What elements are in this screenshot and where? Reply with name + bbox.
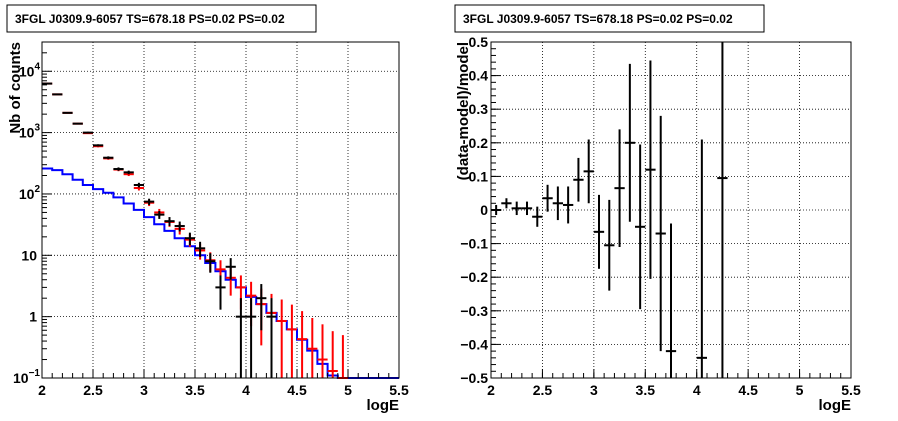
y-tick-label: −0.4 [460, 336, 488, 352]
x-tick-label: 5 [796, 382, 804, 398]
x-tick-label: 3 [590, 382, 598, 398]
x-tick-label: 2 [38, 382, 46, 398]
x-tick-label: 3.5 [636, 382, 656, 398]
grid [491, 42, 851, 378]
residual-panel: 3FGL J0309.9-6057 TS=678.18 PS=0.02 PS=0… [454, 4, 861, 414]
y-tick-label: −0.2 [460, 269, 488, 285]
ticks [41, 52, 400, 379]
plot-area [42, 82, 399, 379]
y-tick-label: 0.5 [469, 34, 489, 50]
x-tick-label: 4.5 [287, 382, 307, 398]
plot-area [491, 42, 728, 378]
data-points [42, 82, 277, 378]
x-tick-label: 2 [487, 382, 495, 398]
y-tick-label: −0.3 [460, 303, 488, 319]
y-tick-label: 0.2 [469, 135, 489, 151]
y-tick-label: −0.5 [460, 370, 488, 386]
y-tick-label: −0.1 [460, 236, 488, 252]
y-tick-label: 0 [480, 202, 488, 218]
model-histogram [42, 167, 399, 379]
y-tick-label: 0.4 [469, 68, 489, 84]
ticks [490, 41, 852, 379]
y-tick-label: 10−1 [13, 368, 40, 386]
x-axis-label: logE [819, 397, 852, 414]
x-tick-label: 2.5 [83, 382, 103, 398]
y-tick-label: 10 [21, 247, 37, 263]
x-tick-label: 2.5 [533, 382, 553, 398]
x-tick-label: 4 [242, 382, 250, 398]
x-tick-label: 3 [140, 382, 148, 398]
x-tick-labels: 2 2.5 3 3.5 4 4.5 5 5.5 [38, 382, 409, 398]
plot-title: 3FGL J0309.9-6057 TS=678.18 PS=0.02 PS=0… [15, 12, 285, 26]
y-tick-labels: −0.5 −0.4 −0.3 −0.2 −0.1 0 0.1 0.2 0.3 0.4 0.5 [460, 34, 488, 386]
y-tick-label: 104 [19, 61, 41, 79]
y-tick-labels: 10−1 1 10 102 103 104 [13, 61, 40, 386]
x-tick-label: 5.5 [389, 382, 409, 398]
title-box [6, 4, 317, 33]
y-axis-label: Nb of counts [7, 42, 24, 134]
title-box [454, 4, 765, 33]
plot-title: 3FGL J0309.9-6057 TS=678.18 PS=0.02 PS=0… [463, 12, 733, 26]
x-tick-labels: 2 2.5 3 3.5 4 4.5 5 5.5 [487, 382, 861, 398]
y-tick-label: 0.3 [469, 101, 489, 117]
y-tick-label: 0.1 [469, 168, 489, 184]
frame [41, 41, 400, 379]
x-tick-label: 4 [693, 382, 701, 398]
grid [42, 42, 399, 378]
x-tick-label: 5 [344, 382, 352, 398]
counts-panel: 3FGL J0309.9-6057 TS=678.18 PS=0.02 PS=0… [6, 4, 409, 414]
y-tick-label: 103 [19, 123, 41, 141]
y-tick-label: 102 [19, 184, 41, 202]
x-tick-label: 4.5 [738, 382, 758, 398]
y-axis-label: (data-model)/model [455, 42, 472, 180]
x-axis-label: logE [367, 397, 400, 414]
x-tick-label: 5.5 [841, 382, 861, 398]
y-tick-label: 1 [29, 309, 37, 325]
x-tick-label: 3.5 [185, 382, 205, 398]
residual-points [491, 42, 728, 378]
